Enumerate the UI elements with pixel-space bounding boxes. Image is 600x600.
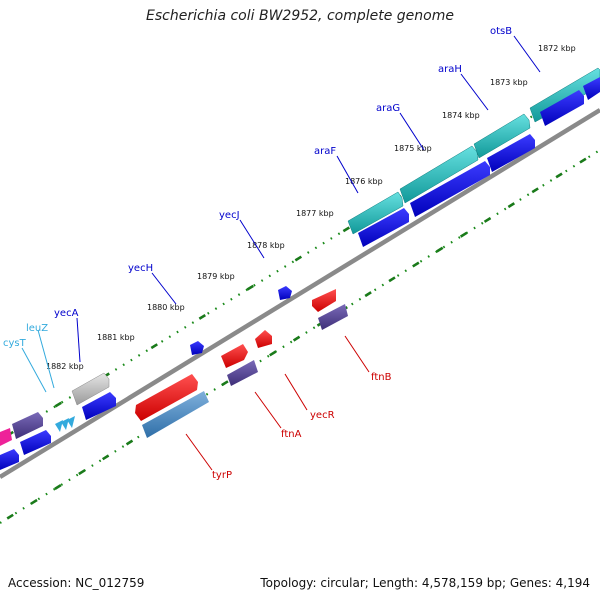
gene-label-araF: araF (314, 146, 336, 157)
tick-mark (125, 439, 134, 446)
genome-backbone (0, 108, 600, 479)
topology-text: Topology: circular; Length: 4,578,159 bp… (260, 576, 590, 590)
tick-mark (221, 380, 229, 387)
gene-ftnB-purple (318, 304, 348, 330)
gene-araF (347, 191, 404, 235)
tick-mark (294, 255, 302, 262)
gene-ftnA-purple (227, 360, 258, 386)
kbp-label: 1872 kbp (538, 44, 576, 53)
inner-dot-track (0, 149, 600, 524)
tick-mark (150, 343, 158, 350)
gene-label-yecJ: yecJ (219, 210, 240, 221)
label-leaders (21, 35, 541, 471)
gene-label-cysT: cysT (3, 338, 27, 349)
gene-cysT (55, 420, 63, 432)
tick-mark (30, 498, 38, 505)
gene-label-ftnA: ftnA (281, 429, 302, 440)
tick-mark (342, 226, 351, 233)
forward-strand-features (0, 67, 600, 470)
gene-label-yecR: yecR (310, 410, 335, 421)
tick-mark (483, 216, 492, 223)
gene-label-araG: araG (376, 103, 400, 114)
gene-leuZ (61, 418, 69, 430)
tick-mark (507, 202, 516, 209)
tick-mark (412, 261, 420, 268)
tick-mark (531, 187, 539, 194)
kbp-label: 1874 kbp (442, 111, 480, 120)
kbp-labels: 1872 kbp 1873 kbp 1874 kbp 1875 kbp 1876… (46, 44, 576, 371)
gene-label-yecH: yecH (128, 263, 153, 274)
gene-ftnA-red (221, 344, 248, 368)
tick-mark (459, 231, 468, 238)
tick-mark (101, 454, 110, 461)
gene-trna-3 (67, 416, 75, 428)
gene-ftnB (312, 289, 336, 312)
tick-mark (269, 350, 277, 357)
tick-mark (579, 157, 587, 164)
gene-araH (473, 113, 531, 159)
gene-label-araH: araH (438, 64, 462, 75)
reverse-strand-features (135, 289, 348, 438)
kbp-label: 1876 kbp (345, 177, 383, 186)
kbp-label: 1879 kbp (197, 272, 235, 281)
gene-pink-left (0, 428, 12, 446)
gene-purple-left (12, 412, 43, 439)
tick-mark (246, 284, 254, 291)
tick-mark (436, 246, 444, 253)
gene-yecA-gray (71, 372, 110, 406)
tick-mark (388, 276, 396, 283)
tick-mark (364, 291, 372, 298)
kbp-label: 1877 kbp (296, 209, 334, 218)
gene-label-yecA: yecA (54, 308, 79, 319)
map-title: Escherichia coli BW2952, complete genome (146, 8, 454, 24)
tick-mark (54, 401, 62, 408)
gene-blue-4 (540, 90, 584, 126)
gene-label-tyrP: tyrP (212, 470, 232, 481)
tick-mark (198, 314, 206, 320)
kbp-label: 1880 kbp (147, 303, 185, 312)
gene-blue-5 (583, 77, 600, 100)
tick-mark (78, 469, 86, 476)
gene-araG (399, 145, 479, 204)
gene-blue-7 (20, 430, 51, 455)
gene-blue-8 (0, 449, 19, 470)
kbp-label: 1878 kbp (247, 241, 285, 250)
scale-ruler (0, 74, 600, 524)
kbp-label: 1873 kbp (490, 78, 528, 87)
kbp-label: 1875 kbp (394, 144, 432, 153)
kbp-label: 1881 kbp (97, 333, 135, 342)
gene-blue-2 (410, 161, 490, 217)
gene-labels: otsB araH araG araF yecJ yecH yecA leuZ … (3, 26, 512, 481)
gene-yecJ (278, 286, 292, 300)
gene-label-ftnB: ftnB (371, 372, 392, 383)
accession-text: Accession: NC_012759 (8, 576, 145, 590)
gene-label-leuZ: leuZ (26, 323, 48, 334)
gene-yecH (190, 341, 204, 355)
tick-mark (555, 172, 563, 179)
gene-red-long (135, 374, 198, 421)
gene-yecR (255, 330, 272, 348)
tick-mark (292, 335, 301, 342)
gene-blue-6 (82, 392, 116, 420)
gene-blue-1 (358, 208, 409, 247)
tick-mark (54, 484, 62, 490)
gene-blue-3 (487, 134, 535, 172)
tick-mark (6, 513, 14, 520)
gene-label-otsB: otsB (490, 26, 512, 37)
kbp-label: 1882 kbp (46, 362, 84, 371)
gene-tyrP (142, 391, 209, 438)
